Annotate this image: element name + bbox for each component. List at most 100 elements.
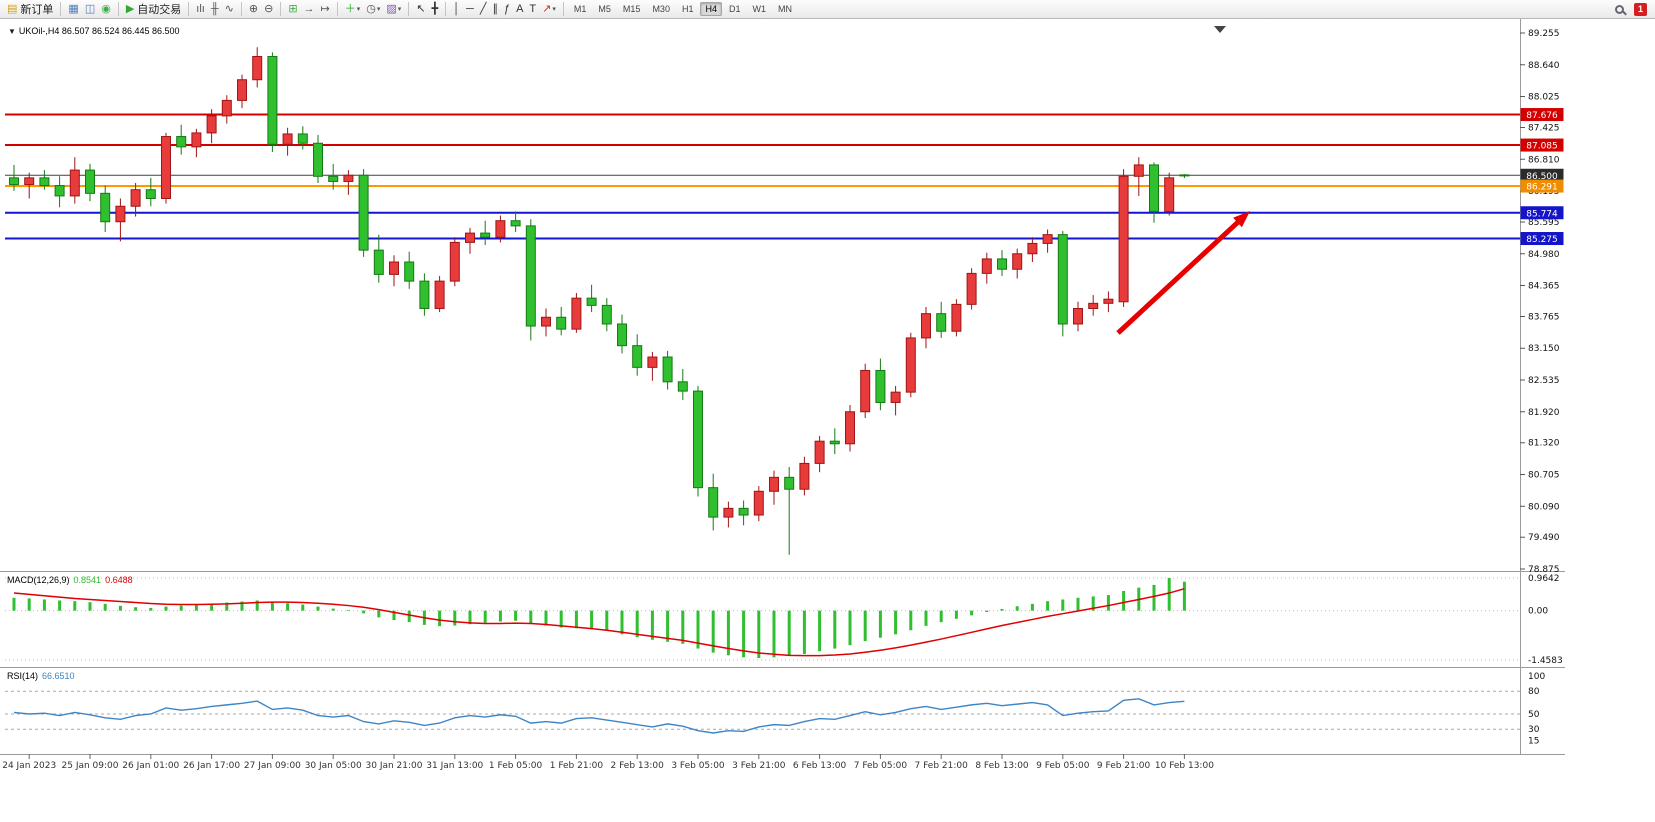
bull-candle [69,169,80,197]
time-axis: 24 Jan 2023 25 Jan 09:00 26 Jan 01:00 26 Ja… [2,754,1214,771]
arrows-tool-icon: ↗ [542,2,552,15]
channel-tool[interactable]: ∥ [489,1,501,17]
line-chart-icon: ∿ [224,2,234,15]
bull-candle [845,411,855,445]
indicators-button[interactable]: ＋ ▾ [342,1,364,17]
price-tick-label: 79.490 [1528,533,1560,543]
time-tick-label: 7 Feb 21:00 [915,761,969,771]
bear-candle [145,189,156,199]
price-tick-label: 87.425 [1528,123,1560,133]
dropdown-caret-icon[interactable]: ▾ [356,6,361,13]
toolbar-separator [60,2,62,16]
bull-candle [1103,298,1114,304]
chart-shift-marker[interactable] [1214,26,1226,33]
trend-arrow-line[interactable] [1116,215,1245,335]
order-line-badge-text: 86.291 [1526,183,1558,193]
candlestick-chart-icon[interactable]: ╫ [208,1,222,17]
label-tool-icon: T [529,2,537,15]
order-line-badge [1520,179,1564,193]
new-order-button-label: 新订单 [20,4,54,16]
timeframe-mn-button[interactable]: MN [778,4,792,14]
toolbar-separator [117,2,119,16]
chart-shift-icon[interactable]: ↦ [318,1,333,17]
timeframe-m30-button[interactable]: M30 [652,4,670,14]
bear-candle [693,390,703,489]
resistance-line-1-badge [1520,108,1564,122]
templates-button[interactable]: ▨ ▾ [383,1,404,17]
cursor-tool-icon[interactable]: ↖ [413,1,428,17]
bear-candle [936,313,947,332]
data-window-icon[interactable]: ◫ [82,1,98,17]
notification-badge[interactable]: 1 [1633,2,1647,16]
dropdown-caret-icon[interactable]: ▾ [397,6,402,13]
periods-icon: ◷ [366,2,376,15]
macd-indicator-label: MACD(12,26,9) 0.8541 0.6488 [7,575,133,585]
bear-candle [358,174,369,251]
timeframe-m5-button[interactable]: M5 [598,4,611,14]
bull-candle [130,189,141,207]
one-click-trading-toggle[interactable]: ▼ [8,27,16,36]
market-watch-icon[interactable]: ▦ [65,1,81,17]
dropdown-caret-icon[interactable]: ▾ [552,6,556,13]
rsi-scale-label: 30 [1528,725,1540,735]
bear-candle [313,142,323,177]
price-tick-label: 88.640 [1528,61,1560,71]
time-tick-label: 9 Feb 05:00 [1036,761,1090,771]
trendline-tool[interactable]: ╱ [477,1,490,17]
search-icon[interactable] [1614,4,1624,14]
vertical-line-tool[interactable]: │ [450,1,463,17]
timeframe-d1-button[interactable]: D1 [728,4,741,14]
price-tick-label: 80.090 [1528,502,1560,512]
text-tool[interactable]: A [513,1,526,17]
new-order-button[interactable]: ▤ 新订单 [4,1,56,17]
bull-candle [1027,242,1038,255]
price-tick-label: 80.705 [1528,471,1560,481]
timeframe-h4-button[interactable]: H4 [700,2,722,16]
support-line-2-badge-text: 85.275 [1526,235,1558,245]
text-tool-icon: A [516,2,524,15]
time-tick-label: 1 Feb 21:00 [550,761,604,771]
arrows-tool[interactable]: ↗ ▾ [539,1,559,17]
zoom-out-icon[interactable]: ⊖ [261,1,276,17]
dropdown-caret-icon[interactable]: ▾ [376,6,381,13]
macd-main-value: 0.8541 [73,575,102,585]
auto-scroll-icon[interactable]: → [301,1,318,17]
timeframe-m15-button[interactable]: M15 [622,4,641,14]
rsi-scale-label: 15 [1528,737,1539,747]
label-tool[interactable]: T [526,1,539,17]
timeframe-m1-button[interactable]: M1 [573,4,587,14]
fibonacci-tool[interactable]: ƒ [501,1,513,17]
trend-arrow-head [1233,211,1250,228]
periods-button[interactable]: ◷ ▾ [363,1,383,17]
bull-candle [191,132,202,148]
bull-candle [252,55,263,81]
timeframe-h1-button[interactable]: H1 [681,4,694,14]
bear-candle [601,304,612,325]
bear-candle [85,169,95,194]
crosshair-tool-icon[interactable]: ╋ [429,1,442,17]
time-tick-label: 6 Feb 13:00 [793,761,847,771]
price-tick-label: 82.535 [1528,376,1560,386]
bull-candle [1012,253,1023,270]
macd-name: MACD(12,26,9) [7,575,70,585]
bear-candle [632,345,643,368]
horizontal-line-tool[interactable]: ─ [463,1,477,17]
support-line-1-badge-text: 85.774 [1526,209,1558,219]
bull-candle [905,337,916,393]
line-chart-icon[interactable]: ∿ [222,1,237,17]
timeframe-w1-button[interactable]: W1 [752,4,767,14]
zoom-in-icon[interactable]: ⊕ [246,1,261,17]
price-tick-label: 88.025 [1528,93,1560,103]
autotrading-button[interactable]: ▶ 自动交易 [123,1,184,17]
chart-shift-icon: ↦ [320,2,330,15]
time-tick-label: 30 Jan 21:00 [366,761,423,771]
bar-chart-icon[interactable]: ılı [193,1,208,17]
bull-candle [723,507,734,518]
rsi-scale-label: 50 [1528,710,1540,720]
navigator-icon[interactable]: ◉ [98,1,114,17]
tile-windows-icon[interactable]: ⊞ [285,1,300,17]
bear-candle [404,261,415,282]
time-tick-label: 24 Jan 2023 [2,761,56,771]
toolbar-separator [336,2,338,16]
